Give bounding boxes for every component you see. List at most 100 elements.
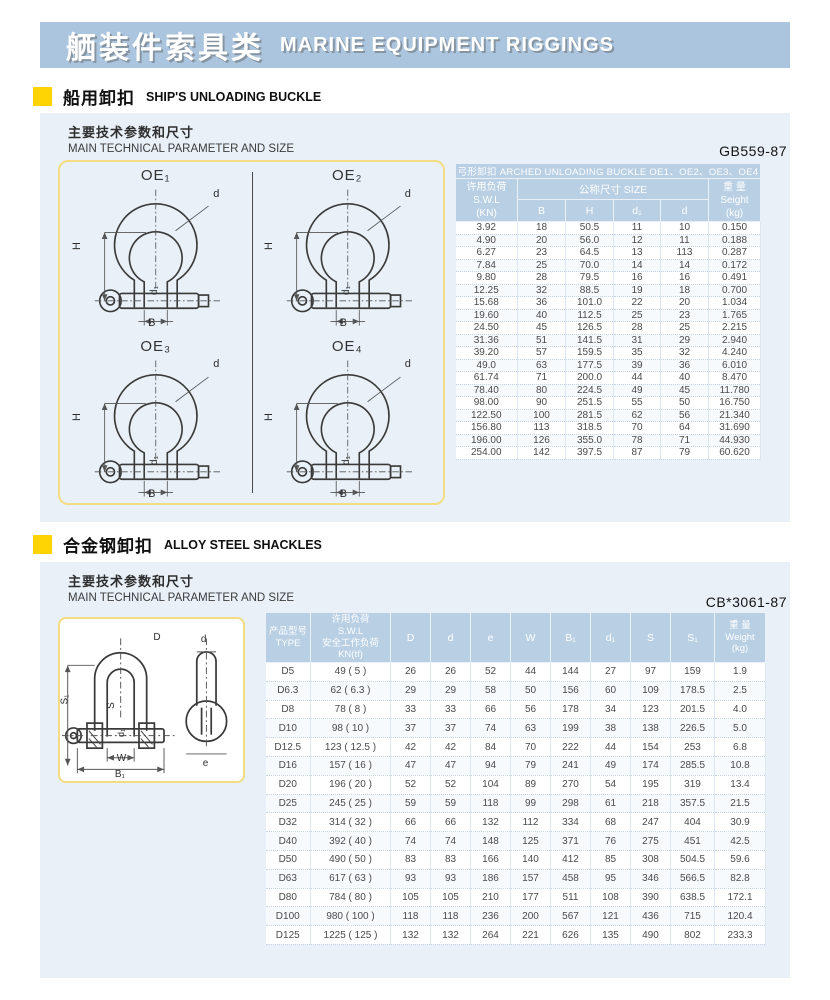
table-cell: 6.010 xyxy=(708,359,762,372)
table-row: 24.50 45 126.5 28 25 2.215 xyxy=(455,321,762,335)
table-cell: 50 xyxy=(660,396,709,410)
table-cell: D125 xyxy=(265,925,311,945)
table-cell: 1225 ( 125 ) xyxy=(310,925,391,945)
table-row: 12.25 32 88.5 19 18 0.700 xyxy=(455,284,762,297)
table-cell: 357.5 xyxy=(670,794,715,814)
table-cell: 224.5 xyxy=(565,384,614,397)
table-cell: 42 xyxy=(390,737,431,757)
table-row: 4.90 20 56.0 12 11 0.188 xyxy=(455,234,762,247)
table-cell: 10 xyxy=(660,221,709,235)
table-cell: 22 xyxy=(613,296,661,310)
table-cell: 200.0 xyxy=(565,371,614,385)
banner-title-cn: 舾装件索具类 xyxy=(66,32,264,65)
table-row: D125 1225 ( 125 ) 132 132 264 221 626 135 490 802… xyxy=(265,925,766,945)
table-cell: 2.940 xyxy=(708,334,762,347)
standard-code: CB*3061-87 xyxy=(705,594,787,610)
table-cell: 2.5 xyxy=(714,681,766,701)
table-cell: 31 xyxy=(613,334,661,347)
subtitle-cn: 主要技术参数和尺寸 xyxy=(68,125,195,140)
table-cell: 60 xyxy=(590,681,631,701)
dim-label: d₁ xyxy=(115,728,126,737)
yellow-square-icon xyxy=(33,87,52,106)
table-cell: 511 xyxy=(550,888,591,908)
table-cell: 125 xyxy=(510,831,551,851)
table-cell: 617 ( 63 ) xyxy=(310,869,391,889)
table-row: 31.36 51 141.5 31 29 2.940 xyxy=(455,334,762,347)
table-row: D40 392 ( 40 ) 74 74 148 125 371 76 275 451 42.5 xyxy=(265,831,766,851)
table-cell: 7.84 xyxy=(455,259,518,272)
table-cell: 196.00 xyxy=(455,434,518,447)
table-cell: 97 xyxy=(630,662,671,682)
table-cell: 14 xyxy=(660,259,709,272)
table-row: 196.00 126 355.0 78 71 44.930 xyxy=(455,434,762,447)
table-cell: 109 xyxy=(630,681,671,701)
table-cell: 47 xyxy=(430,756,471,776)
yellow-square-icon xyxy=(33,535,52,554)
table-cell: D50 xyxy=(265,850,311,870)
table-cell: D6.3 xyxy=(265,681,311,701)
table-cell: 44 xyxy=(613,371,661,385)
table-cell: 196 ( 20 ) xyxy=(310,775,391,795)
table-cell: 74 xyxy=(470,718,511,739)
table-row: D50 490 ( 50 ) 83 83 166 140 412 85 308 504.5 59.6 xyxy=(265,850,766,870)
table-cell: 1.765 xyxy=(708,309,762,322)
table-cell: 16 xyxy=(660,271,709,285)
table-cell: 490 ( 50 ) xyxy=(310,850,391,870)
section2-panel: 主要技术参数和尺寸 MAIN TECHNICAL PARAMETER AND S… xyxy=(40,562,790,978)
col-header-d1: d₁ xyxy=(613,199,661,222)
table-cell: 64.5 xyxy=(565,246,614,260)
table-cell: 251.5 xyxy=(565,396,614,410)
dim-label: d xyxy=(404,358,411,371)
table-cell: 121 xyxy=(590,906,631,927)
subtitle-en: MAIN TECHNICAL PARAMETER AND SIZE xyxy=(68,143,294,155)
table-cell: 44 xyxy=(510,662,551,682)
table-cell: 4.240 xyxy=(708,346,762,360)
diagram-variant-label: OE₃ xyxy=(140,337,172,355)
table-cell: 490 xyxy=(630,925,671,945)
table-cell: 346 xyxy=(630,869,671,889)
table-cell: 566.5 xyxy=(670,869,715,889)
table-cell: 78 xyxy=(613,434,661,447)
table-cell: 80 xyxy=(517,384,566,397)
table-cell: 390 xyxy=(630,888,671,908)
table-cell: 101.0 xyxy=(565,296,614,310)
table-cell: 195 xyxy=(630,775,671,795)
section1-panel: 主要技术参数和尺寸 MAIN TECHNICAL PARAMETER AND S… xyxy=(40,113,790,522)
table-cell: 318.5 xyxy=(565,421,614,435)
table-cell: 29 xyxy=(660,334,709,347)
table-cell: 1.9 xyxy=(714,662,766,682)
dim-label: H xyxy=(71,412,84,421)
table-row: D25 245 ( 25 ) 59 59 118 99 298 61 218 357.5 21.5 xyxy=(265,794,766,814)
table-cell: 285.5 xyxy=(670,756,715,776)
diagram-variant-label: OE₄ xyxy=(331,337,363,355)
table-cell: 371 xyxy=(550,831,591,851)
dim-label: S₁ xyxy=(59,693,71,705)
table-cell: 3.92 xyxy=(455,221,518,235)
table-cell: 37 xyxy=(430,718,471,739)
dim-label: D xyxy=(153,631,161,643)
table-cell: 105 xyxy=(430,888,471,908)
table-cell: 157 xyxy=(510,869,551,889)
table-cell: 84 xyxy=(470,737,511,757)
table-row: D32 314 ( 32 ) 66 66 132 112 334 68 247 404 30.9 xyxy=(265,812,766,833)
table-row: D12.5 123 ( 12.5 ) 42 42 84 70 222 44 154 253 6.8 xyxy=(265,737,766,757)
table-row: 6.27 23 64.5 13 113 0.287 xyxy=(455,246,762,260)
table-cell: 104 xyxy=(470,775,511,795)
table-cell: 308 xyxy=(630,850,671,870)
table-cell: 30.9 xyxy=(714,812,766,833)
table-cell: D80 xyxy=(265,888,311,908)
table-cell: 59 xyxy=(390,794,431,814)
section2-title-cn: 合金钢卸扣 xyxy=(63,537,153,556)
table-cell: 177 xyxy=(510,888,551,908)
table-cell: 11 xyxy=(660,234,709,247)
col-header-D: D xyxy=(390,612,431,663)
col-header-swl: 许用负荷 S.W.L (KN) xyxy=(455,178,518,222)
table-cell: 64 xyxy=(660,421,709,435)
table-cell: 79.5 xyxy=(565,271,614,285)
table-cell: 802 xyxy=(670,925,715,945)
table-row: 254.00 142 397.5 87 79 60.620 xyxy=(455,446,762,460)
table-cell: 5.0 xyxy=(714,718,766,739)
table-cell: 45 xyxy=(517,321,566,335)
table-cell: 44.930 xyxy=(708,434,762,447)
table-cell: 99 xyxy=(510,794,551,814)
